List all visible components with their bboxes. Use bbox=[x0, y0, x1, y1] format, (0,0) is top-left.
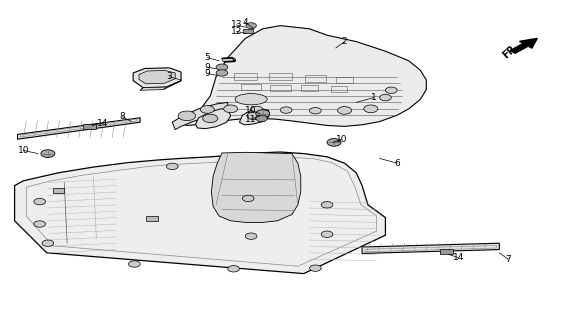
Circle shape bbox=[380, 94, 391, 101]
Circle shape bbox=[280, 107, 292, 113]
Circle shape bbox=[228, 266, 239, 272]
Polygon shape bbox=[18, 118, 140, 139]
Polygon shape bbox=[362, 243, 499, 253]
Text: 1: 1 bbox=[371, 93, 377, 102]
Circle shape bbox=[216, 64, 228, 70]
Circle shape bbox=[128, 261, 140, 267]
Bar bbox=[241, 84, 261, 90]
Polygon shape bbox=[239, 109, 269, 125]
Bar bbox=[336, 77, 353, 83]
Text: 9: 9 bbox=[204, 69, 210, 78]
Circle shape bbox=[246, 23, 256, 28]
Circle shape bbox=[321, 202, 333, 208]
Circle shape bbox=[245, 233, 257, 239]
Circle shape bbox=[42, 240, 54, 246]
FancyArrow shape bbox=[510, 38, 537, 53]
Bar bbox=[301, 85, 318, 91]
Polygon shape bbox=[139, 70, 175, 84]
Text: 5: 5 bbox=[204, 53, 210, 62]
Circle shape bbox=[178, 111, 196, 121]
Text: 4: 4 bbox=[242, 18, 248, 27]
Text: 9: 9 bbox=[204, 63, 210, 72]
Bar bbox=[269, 73, 292, 80]
Bar bbox=[270, 85, 290, 91]
Text: 14: 14 bbox=[453, 253, 464, 262]
Circle shape bbox=[338, 107, 352, 114]
Circle shape bbox=[203, 114, 218, 123]
Circle shape bbox=[251, 106, 263, 113]
Text: 7: 7 bbox=[505, 255, 511, 264]
Polygon shape bbox=[140, 81, 181, 90]
Polygon shape bbox=[211, 152, 301, 222]
Text: 10: 10 bbox=[18, 146, 29, 155]
Circle shape bbox=[224, 105, 238, 113]
Text: 12: 12 bbox=[231, 27, 242, 36]
Text: 14: 14 bbox=[96, 119, 108, 128]
Bar bbox=[331, 86, 347, 92]
Text: 11: 11 bbox=[245, 115, 257, 124]
Polygon shape bbox=[133, 68, 181, 88]
Polygon shape bbox=[172, 102, 228, 130]
Circle shape bbox=[216, 70, 228, 76]
Text: 10: 10 bbox=[336, 135, 347, 144]
Polygon shape bbox=[222, 58, 236, 61]
Circle shape bbox=[321, 231, 333, 237]
Circle shape bbox=[385, 87, 397, 93]
Bar bbox=[440, 249, 453, 254]
Text: 13: 13 bbox=[231, 20, 242, 29]
Circle shape bbox=[310, 108, 321, 114]
Polygon shape bbox=[255, 115, 268, 122]
Circle shape bbox=[247, 112, 261, 120]
Circle shape bbox=[166, 163, 178, 170]
Bar bbox=[305, 75, 326, 82]
Circle shape bbox=[327, 139, 341, 146]
Circle shape bbox=[41, 150, 55, 157]
Polygon shape bbox=[175, 26, 426, 126]
Text: 8: 8 bbox=[120, 112, 126, 121]
Ellipse shape bbox=[235, 93, 267, 105]
Bar bbox=[243, 29, 253, 33]
Circle shape bbox=[242, 195, 254, 202]
Circle shape bbox=[364, 105, 378, 113]
Circle shape bbox=[200, 106, 214, 113]
Text: 3: 3 bbox=[166, 72, 172, 81]
Polygon shape bbox=[15, 152, 385, 274]
Bar bbox=[234, 73, 257, 80]
Circle shape bbox=[310, 265, 321, 271]
Circle shape bbox=[34, 198, 46, 205]
Text: 10: 10 bbox=[245, 106, 257, 115]
Circle shape bbox=[256, 110, 270, 117]
Circle shape bbox=[34, 221, 46, 227]
Text: 6: 6 bbox=[394, 159, 400, 168]
Bar bbox=[83, 124, 96, 129]
Polygon shape bbox=[196, 109, 231, 129]
Bar bbox=[146, 216, 158, 221]
Text: FR.: FR. bbox=[501, 42, 521, 61]
Text: 2: 2 bbox=[342, 37, 347, 46]
Bar bbox=[53, 188, 64, 193]
